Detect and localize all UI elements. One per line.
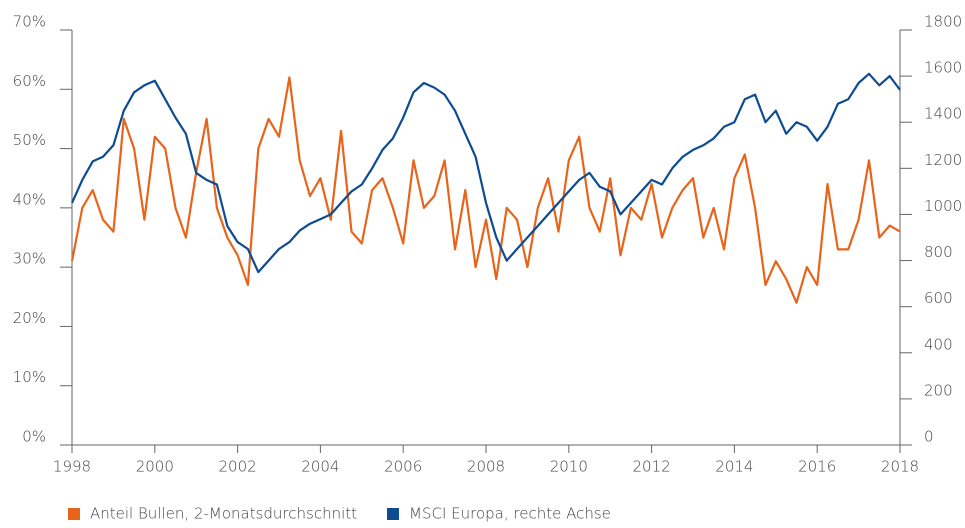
y2-tick-label: 1400 [924, 105, 962, 123]
y2-tick-label: 200 [924, 381, 953, 399]
y2-tick-label: 1200 [924, 151, 962, 169]
x-tick-label: 2004 [301, 458, 339, 476]
y-tick-label: 40% [13, 190, 46, 208]
x-tick-label: 2000 [136, 458, 174, 476]
y2-tick-label: 1600 [924, 59, 962, 77]
y-tick-label: 50% [13, 131, 46, 149]
y-tick-label: 20% [13, 309, 46, 327]
y2-tick-label: 1800 [924, 13, 962, 31]
y-tick-label: 60% [13, 72, 46, 90]
y2-tick-label: 600 [924, 289, 953, 307]
series-line [70, 76, 901, 304]
x-tick-label: 2016 [798, 458, 836, 476]
x-tick-label: 1998 [53, 458, 91, 476]
x-tick-label: 2012 [633, 458, 671, 476]
x-tick-label: 2018 [881, 458, 919, 476]
x-tick-label: 2014 [715, 458, 753, 476]
legend-swatch [68, 508, 80, 520]
x-tick-label: 2008 [467, 458, 505, 476]
y2-tick-label: 1000 [924, 197, 962, 215]
y2-tick-label: 800 [924, 243, 953, 261]
y-tick-label: 30% [13, 250, 46, 268]
series-line [70, 72, 901, 274]
x-tick-label: 2002 [219, 458, 257, 476]
y-tick-label: 10% [13, 368, 46, 386]
y-tick-label: 70% [13, 13, 46, 31]
legend-swatch [387, 508, 400, 520]
x-tick-label: 2010 [550, 458, 588, 476]
legend-label: Anteil Bullen, 2-Monatsdurchschnitt [90, 505, 357, 523]
x-tick-label: 2006 [384, 458, 422, 476]
legend-label: MSCI Europa, rechte Achse [409, 505, 611, 523]
y2-tick-label: 0 [924, 428, 934, 446]
y-tick-label: 0% [22, 428, 46, 446]
y2-tick-label: 400 [924, 335, 953, 353]
